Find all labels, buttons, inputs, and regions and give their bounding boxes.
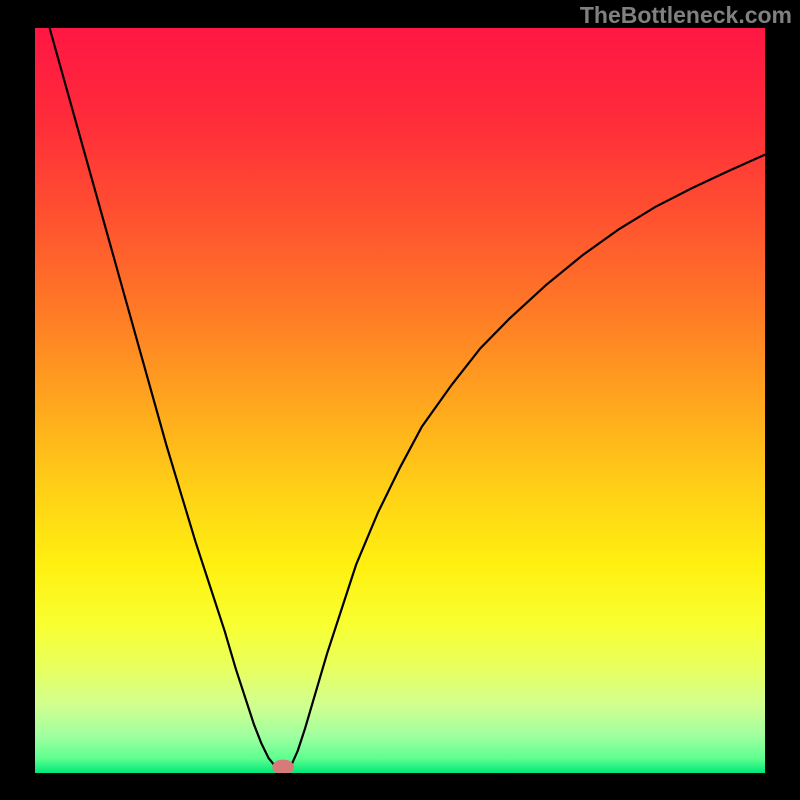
plot-background — [35, 28, 765, 773]
watermark-text: TheBottleneck.com — [580, 2, 792, 29]
plot-area — [35, 28, 765, 773]
plot-svg — [35, 28, 765, 773]
